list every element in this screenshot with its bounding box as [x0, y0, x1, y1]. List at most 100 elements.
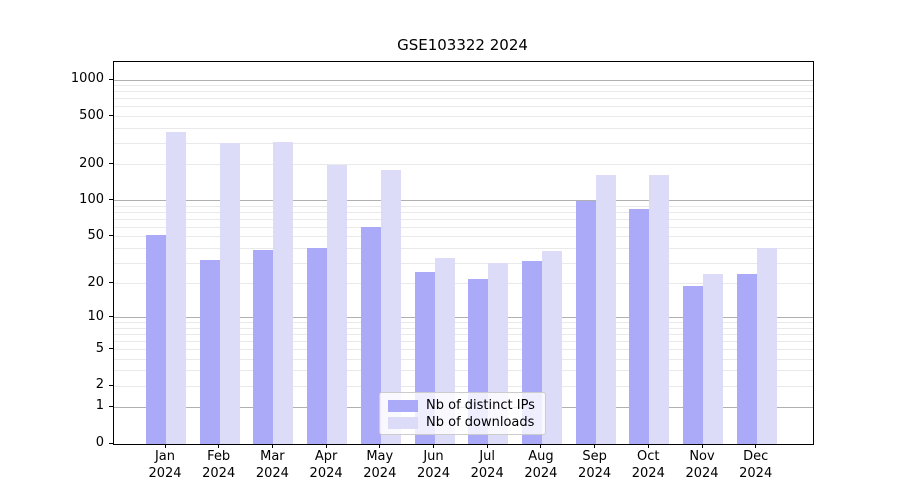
x-tick-label-jun: Jun 2024	[389, 449, 479, 482]
bar-downloads-aug	[541, 251, 562, 444]
bar-downloads-oct	[649, 174, 670, 444]
x-tick-label-apr: Apr 2024	[281, 449, 371, 482]
bar-distinct-ips-dec	[736, 274, 757, 444]
bar-distinct-ips-jan	[146, 234, 166, 444]
bar-distinct-ips-nov	[683, 286, 703, 444]
bar-downloads-nov	[703, 274, 723, 444]
x-tick-month: May	[366, 449, 394, 464]
gridline-minor	[114, 385, 813, 387]
x-tick-label-dec: Dec 2024	[711, 449, 801, 482]
gridline-minor	[114, 116, 813, 117]
legend-item-downloads: Nb of downloads	[388, 415, 537, 430]
gridline-minor	[114, 142, 813, 144]
y-tick-label-2: 2	[95, 377, 104, 393]
x-tick-month: Jul	[479, 449, 496, 464]
gridline-minor	[114, 247, 813, 249]
chart-title: GSE103322 2024	[397, 36, 528, 54]
bar-downloads-sep	[595, 174, 616, 444]
gridline-minor	[114, 349, 813, 351]
x-tick-label-oct: Oct 2024	[603, 449, 693, 482]
y-tick-label-50: 50	[87, 227, 104, 243]
x-tick-label-mar: Mar 2024	[227, 449, 317, 482]
y-tick-label-20: 20	[87, 274, 104, 290]
x-tick-year: 2024	[255, 465, 289, 481]
x-tick-year: 2024	[202, 465, 236, 481]
gridline-major	[114, 79, 813, 81]
legend-swatch-downloads	[388, 416, 418, 429]
gridline-minor	[114, 327, 813, 329]
gridline-minor	[114, 262, 813, 264]
x-tick-year: 2024	[739, 465, 773, 481]
bar-downloads-dec	[756, 248, 777, 444]
gridline-major	[114, 200, 813, 202]
x-tick-label-may: May 2024	[335, 449, 425, 482]
x-tick-year: 2024	[524, 465, 558, 481]
gridline-minor	[114, 322, 813, 324]
gridline-minor	[114, 340, 813, 342]
x-tick-month: Jun	[423, 449, 444, 464]
gridline-minor	[114, 164, 813, 166]
bars-layer	[114, 62, 813, 444]
x-tick-label-nov: Nov 2024	[657, 449, 747, 482]
bar-distinct-ips-may	[360, 227, 381, 444]
x-tick-month: Feb	[207, 449, 231, 464]
gridline-minor	[114, 85, 813, 87]
gridline-minor	[114, 218, 813, 220]
x-tick-month: Aug	[528, 449, 554, 464]
x-tick-label-jan: Jan 2024	[120, 449, 210, 482]
legend-item-distinct-ips: Nb of distinct IPs	[388, 398, 537, 413]
x-tick-label-aug: Aug 2024	[496, 449, 586, 482]
gridline-minor	[114, 370, 813, 372]
y-tick-label-1000: 1000	[70, 71, 104, 87]
bar-distinct-ips-sep	[575, 200, 596, 444]
gridline-minor	[114, 98, 813, 100]
gridline-minor	[114, 212, 813, 213]
x-tick-month: Sep	[582, 449, 607, 464]
gridline-minor	[114, 106, 813, 108]
x-tick-month: Nov	[689, 449, 715, 464]
x-tick-year: 2024	[148, 465, 182, 481]
x-tick-year: 2024	[309, 465, 343, 481]
y-tick-label-200: 200	[79, 155, 104, 171]
plot-area: Nb of distinct IPs Nb of downloads	[113, 61, 814, 445]
x-tick-label-jul: Jul 2024	[442, 449, 532, 482]
bar-downloads-apr	[327, 165, 348, 444]
x-tick-month: Jan	[154, 449, 176, 464]
bar-distinct-ips-apr	[307, 248, 328, 444]
bar-distinct-ips-oct	[629, 209, 650, 444]
x-tick-month: Apr	[314, 449, 338, 464]
x-tick-label-sep: Sep 2024	[550, 449, 640, 482]
gridline-major	[114, 317, 813, 319]
x-tick-month: Mar	[260, 449, 285, 464]
y-tick-label-10: 10	[87, 308, 104, 324]
gridline-minor	[114, 283, 813, 285]
x-tick-year: 2024	[685, 465, 719, 481]
y-tick-label-5: 5	[95, 340, 104, 356]
legend: Nb of distinct IPs Nb of downloads	[379, 392, 546, 435]
x-tick-year: 2024	[631, 465, 665, 481]
bar-downloads-jan	[166, 132, 186, 444]
bar-downloads-may	[380, 169, 401, 444]
x-tick-year: 2024	[578, 465, 612, 481]
gridline-minor	[114, 236, 813, 238]
x-tick-month: Oct	[637, 449, 660, 464]
y-tick-label-100: 100	[79, 191, 104, 207]
x-tick-month: Dec	[743, 449, 769, 464]
bar-downloads-mar	[273, 142, 294, 444]
gridline-minor	[114, 333, 813, 335]
y-tick-label-500: 500	[79, 107, 104, 123]
gridline-minor	[114, 205, 813, 207]
bar-distinct-ips-feb	[199, 259, 220, 444]
y-tick-label-1: 1	[95, 398, 104, 414]
y-tick-label-0: 0	[95, 435, 104, 450]
gridline-minor	[114, 226, 813, 228]
bar-downloads-feb	[219, 143, 240, 444]
x-tick-year: 2024	[416, 465, 451, 481]
legend-label-downloads: Nb of downloads	[426, 415, 535, 430]
x-tick-year: 2024	[363, 465, 397, 481]
bar-distinct-ips-mar	[253, 249, 274, 444]
gridline-minor	[114, 91, 813, 93]
legend-swatch-distinct-ips	[388, 399, 418, 412]
x-tick-year: 2024	[470, 465, 504, 481]
